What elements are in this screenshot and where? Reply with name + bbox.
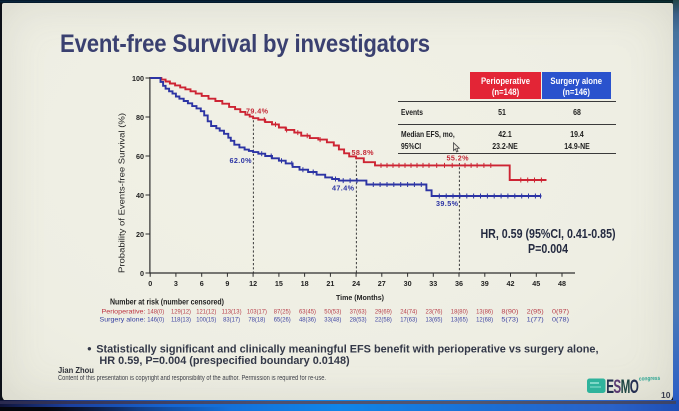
svg-text:13(65): 13(65) bbox=[426, 317, 443, 323]
svg-text:148(0): 148(0) bbox=[147, 310, 164, 316]
svg-text:146(0): 146(0) bbox=[147, 317, 164, 323]
svg-text:28(53): 28(53) bbox=[350, 317, 367, 323]
svg-text:79.4%: 79.4% bbox=[246, 107, 269, 116]
svg-text:9: 9 bbox=[225, 279, 229, 288]
svg-text:39.5%: 39.5% bbox=[436, 199, 459, 208]
svg-text:113(13): 113(13) bbox=[222, 310, 242, 316]
svg-text:6: 6 bbox=[200, 279, 204, 288]
svg-text:103(17): 103(17) bbox=[247, 310, 267, 316]
svg-text:3: 3 bbox=[174, 279, 178, 288]
svg-text:39: 39 bbox=[481, 279, 489, 288]
svg-text:20: 20 bbox=[136, 230, 144, 239]
svg-text:118(13): 118(13) bbox=[171, 317, 191, 323]
svg-text:29(69): 29(69) bbox=[375, 310, 392, 316]
svg-text:13(65): 13(65) bbox=[451, 317, 468, 323]
svg-text:40: 40 bbox=[136, 191, 144, 200]
svg-text:Probability of Events-free Sur: Probability of Events-free Survival (%) bbox=[118, 113, 127, 273]
svg-text:65(26): 65(26) bbox=[274, 317, 291, 323]
svg-text:37(63): 37(63) bbox=[350, 310, 367, 316]
svg-text:27: 27 bbox=[378, 279, 386, 288]
svg-text:48(36): 48(36) bbox=[299, 317, 316, 323]
svg-text:Time (Months): Time (Months) bbox=[336, 293, 384, 302]
svg-text:Perioperative:: Perioperative: bbox=[102, 309, 146, 316]
svg-text:55.2%: 55.2% bbox=[447, 154, 470, 163]
svg-text:33: 33 bbox=[429, 279, 437, 288]
svg-text:100(15): 100(15) bbox=[196, 317, 216, 323]
svg-text:83(17): 83(17) bbox=[223, 317, 240, 323]
svg-text:15: 15 bbox=[275, 279, 283, 288]
svg-text:13(86): 13(86) bbox=[476, 310, 493, 316]
svg-text:50(53): 50(53) bbox=[324, 310, 341, 316]
svg-text:21: 21 bbox=[326, 279, 334, 288]
svg-text:2(95): 2(95) bbox=[527, 310, 544, 316]
svg-text:18: 18 bbox=[301, 279, 309, 288]
svg-text:0: 0 bbox=[140, 269, 144, 278]
svg-text:congress: congress bbox=[639, 375, 661, 382]
svg-text:ESMO: ESMO bbox=[606, 376, 638, 398]
svg-text:42: 42 bbox=[507, 279, 515, 288]
svg-text:100: 100 bbox=[132, 74, 144, 83]
svg-text:30: 30 bbox=[404, 279, 412, 288]
svg-text:Number at risk (number censore: Number at risk (number censored) bbox=[110, 298, 224, 307]
svg-text:24(74): 24(74) bbox=[400, 310, 417, 316]
svg-text:36: 36 bbox=[455, 279, 463, 288]
svg-text:87(25): 87(25) bbox=[274, 310, 291, 316]
svg-text:45: 45 bbox=[532, 279, 540, 288]
svg-text:47.4%: 47.4% bbox=[332, 184, 355, 193]
svg-text:33(48): 33(48) bbox=[324, 317, 341, 323]
svg-text:80: 80 bbox=[136, 113, 144, 122]
svg-text:23(76): 23(76) bbox=[426, 310, 443, 316]
svg-text:62.0%: 62.0% bbox=[230, 156, 253, 165]
svg-text:17(63): 17(63) bbox=[400, 317, 417, 323]
svg-text:48: 48 bbox=[558, 279, 566, 288]
svg-text:0: 0 bbox=[148, 279, 152, 288]
svg-text:Surgery alone:: Surgery alone: bbox=[100, 316, 146, 323]
svg-text:24: 24 bbox=[352, 279, 360, 288]
svg-text:121(12): 121(12) bbox=[196, 310, 216, 316]
svg-text:63(45): 63(45) bbox=[299, 310, 316, 316]
svg-text:78(18): 78(18) bbox=[248, 317, 265, 323]
svg-text:0(97): 0(97) bbox=[552, 310, 569, 316]
svg-text:60: 60 bbox=[136, 152, 144, 161]
svg-text:12(68): 12(68) bbox=[476, 317, 493, 323]
svg-text:58.8%: 58.8% bbox=[352, 148, 375, 157]
svg-text:1(77): 1(77) bbox=[527, 317, 544, 323]
svg-text:12: 12 bbox=[249, 279, 257, 288]
svg-text:5(73): 5(73) bbox=[501, 317, 518, 323]
svg-text:8(90): 8(90) bbox=[501, 310, 518, 316]
svg-text:0(78): 0(78) bbox=[552, 317, 569, 323]
svg-text:22(58): 22(58) bbox=[375, 317, 392, 323]
svg-text:18(80): 18(80) bbox=[451, 310, 468, 316]
svg-text:129(12): 129(12) bbox=[171, 310, 191, 316]
